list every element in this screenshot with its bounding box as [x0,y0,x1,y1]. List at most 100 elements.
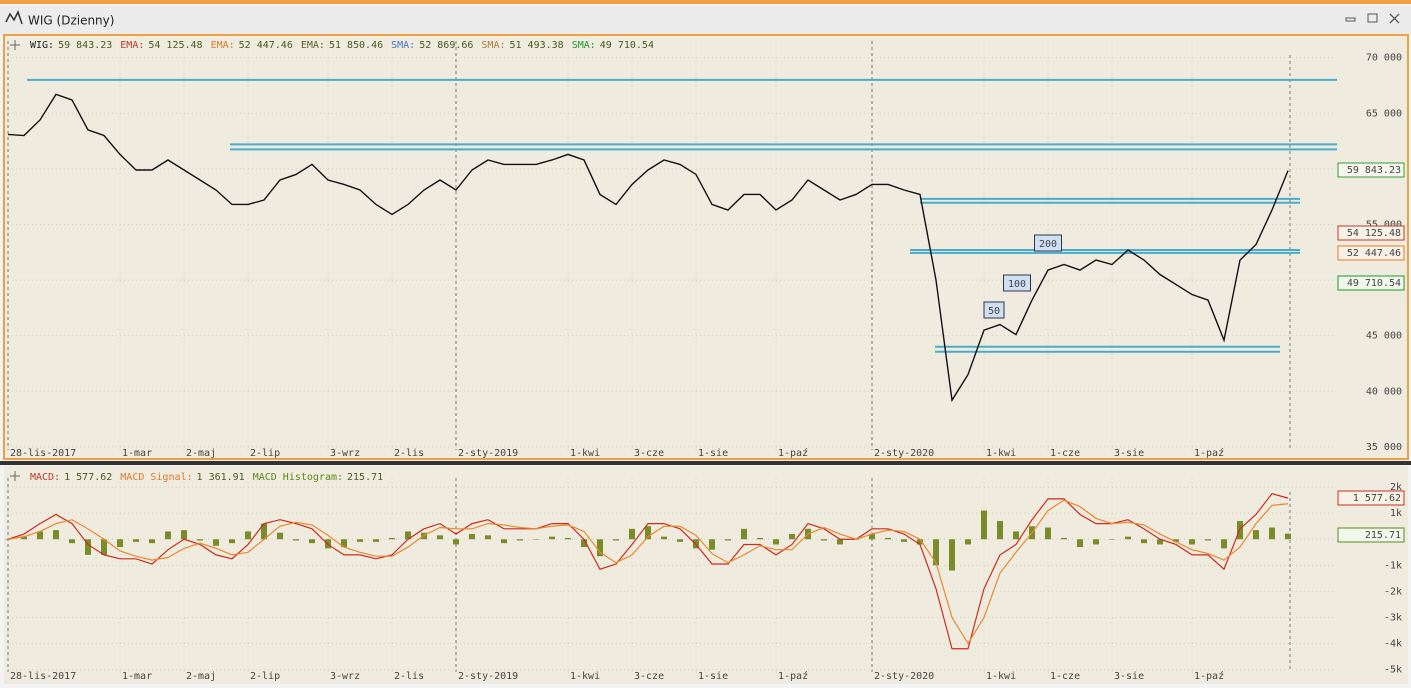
x-tick-label: 1-kwi [570,448,600,459]
histogram-bar [533,539,539,540]
x-tick-label: 1-paź [1194,670,1224,682]
x-tick-label: 1-mar [122,671,152,682]
x-tick-label: 2-sty-2020 [874,448,934,459]
legend: MACD: 1 577.62 MACD Signal: 1 361.91 MACD Hi… [30,472,383,483]
move-icon[interactable] [10,40,20,50]
panel-separator[interactable] [0,461,1411,465]
histogram-bar [309,539,315,544]
histogram-bar [933,539,939,566]
histogram-bar [1013,531,1019,540]
close-button[interactable] [1389,13,1400,24]
histogram-bar [373,539,379,542]
series-line [7,499,1289,645]
histogram-bar [1045,527,1051,540]
histogram-bar [117,539,123,548]
value-tag [1337,245,1405,261]
histogram-bar [629,528,635,540]
histogram-bar [597,539,603,557]
legend-label: SMA: [572,40,596,51]
macd-panel [4,466,1408,684]
y-tick-label: -5k [1384,665,1402,676]
histogram-bar [437,535,443,540]
legend-label: SMA: [481,40,505,51]
legend: WIG: 59 843.23 EMA: 54 125.48 EMA: 52 447.46 E… [30,40,654,51]
y-tick-label: 55 000 [1366,219,1402,230]
legend-label: MACD Signal: [120,472,192,483]
x-tick-label: 1-kwi [570,671,600,682]
value-tag-label: 54 125.48 [1347,228,1401,239]
histogram-bar [21,536,27,540]
y-tick-label: 1k [1390,508,1402,519]
x-tick-label: 1-kwi [986,671,1016,682]
x-tick-label: 1-sie [698,448,728,459]
move-icon[interactable] [10,471,20,481]
x-tick-label: 3-wrz [330,671,360,682]
histogram-bar [1157,539,1163,545]
histogram-bar [165,531,171,540]
histogram-bar [53,530,59,540]
value-tag-label: 52 447.46 [1347,248,1401,259]
histogram-bar [661,536,667,540]
histogram-bar [677,539,683,542]
legend-value: 1 361.91 [197,472,245,483]
histogram-bar [837,539,843,545]
histogram-bar [981,510,987,540]
value-tag [1337,490,1405,506]
histogram-bar [5,539,11,540]
x-tick-label: 1-paź [778,670,808,682]
x-tick-label: 2-lip [250,448,280,459]
histogram-bar [741,528,747,540]
annotation-box [1003,274,1031,292]
restore-button[interactable] [1367,13,1378,23]
y-tick-label: -1k [1384,560,1402,571]
y-tick-label: -2k [1384,586,1402,597]
histogram-bar [901,539,907,542]
x-tick-label: 2-lis [394,448,424,459]
x-tick-label: 1-mar [122,448,152,459]
histogram-bar [885,537,891,540]
x-tick-label: 2-sty-2020 [874,671,934,682]
legend-value: 52 869.66 [419,40,473,51]
legend-label: WIG: [30,40,54,51]
series-line [7,93,1289,403]
histogram-bar [1125,536,1131,540]
x-tick-label: 3-sie [1114,448,1144,459]
x-tick-label: 1-kwi [986,448,1016,459]
value-tag-label: 1 577.62 [1353,493,1401,504]
histogram-bar [517,539,523,541]
x-tick-label: 2-maj [186,671,216,682]
histogram-bar [1205,539,1211,541]
title-bar [0,6,1411,34]
histogram-bar [917,539,923,545]
x-tick-label: 1-sie [698,671,728,682]
value-tag [1337,275,1405,291]
histogram-bar [469,534,475,540]
legend-value: 215.71 [347,472,383,483]
legend-label: EMA: [301,40,325,51]
legend-label: EMA: [211,40,235,51]
histogram-bar [501,539,507,544]
legend-label: MACD Histogram: [253,472,343,483]
histogram-bar [1061,537,1067,540]
histogram-bar [645,526,651,540]
histogram-bar [997,521,1003,540]
legend-value: 51 850.46 [329,40,383,51]
x-tick-label: 2-sty-2019 [458,448,518,459]
value-tag [1337,162,1405,178]
y-tick-label: 65 000 [1366,108,1402,119]
y-tick-label: -3k [1384,612,1402,623]
histogram-bar [149,539,155,544]
y-tick-label: 40 000 [1366,386,1402,397]
minimize-button[interactable] [1345,17,1356,22]
histogram-bar [1285,533,1291,540]
histogram-bar [789,534,795,540]
histogram-bar [1093,539,1099,545]
legend-label: SMA: [391,40,415,51]
histogram-bar [549,536,555,540]
histogram-bar [1173,539,1179,542]
histogram-bar [197,539,203,541]
x-tick-label: 3-cze [634,448,664,459]
x-tick-label: 28-lis-2017 [10,448,76,459]
histogram-bar [581,539,587,548]
